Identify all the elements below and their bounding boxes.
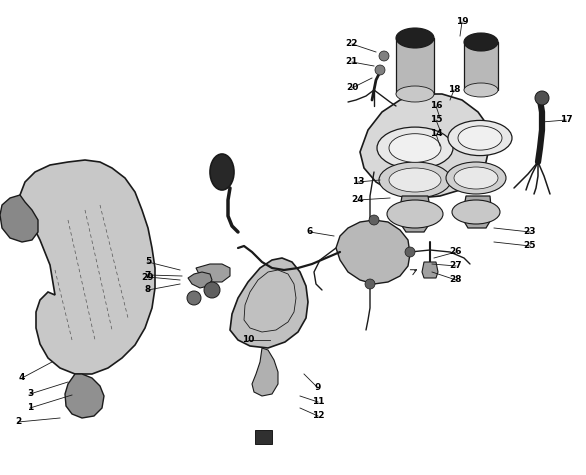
Text: 29: 29 (142, 273, 154, 282)
Polygon shape (196, 264, 230, 282)
Circle shape (369, 215, 379, 225)
Ellipse shape (387, 200, 443, 228)
Text: 12: 12 (312, 411, 324, 420)
Text: 21: 21 (346, 57, 358, 67)
Text: 9: 9 (315, 383, 321, 392)
Text: 23: 23 (524, 228, 536, 237)
Text: 27: 27 (449, 262, 462, 270)
Ellipse shape (396, 28, 434, 48)
Text: 4: 4 (19, 373, 25, 382)
Polygon shape (0, 195, 38, 242)
Text: 18: 18 (448, 86, 460, 95)
Ellipse shape (452, 200, 500, 224)
Polygon shape (255, 430, 272, 444)
Ellipse shape (446, 162, 506, 194)
Ellipse shape (396, 86, 434, 102)
Text: 7: 7 (145, 270, 151, 279)
Polygon shape (360, 94, 490, 198)
Text: 24: 24 (352, 196, 364, 205)
Circle shape (365, 279, 375, 289)
Text: 11: 11 (312, 398, 324, 407)
Text: 19: 19 (456, 18, 468, 27)
Text: 5: 5 (145, 257, 151, 266)
Text: 6: 6 (307, 228, 313, 237)
Ellipse shape (464, 83, 498, 97)
Polygon shape (20, 160, 155, 374)
Ellipse shape (458, 126, 502, 150)
Text: 20: 20 (346, 84, 358, 93)
Polygon shape (462, 196, 492, 228)
Text: 3: 3 (27, 390, 33, 399)
Polygon shape (188, 272, 212, 288)
Text: 14: 14 (430, 130, 442, 139)
Text: 26: 26 (449, 247, 462, 257)
Polygon shape (396, 38, 434, 94)
Polygon shape (398, 196, 432, 232)
Ellipse shape (448, 120, 512, 156)
Ellipse shape (210, 154, 234, 190)
Circle shape (187, 291, 201, 305)
Ellipse shape (379, 162, 451, 198)
Text: 8: 8 (145, 285, 151, 294)
Ellipse shape (454, 167, 498, 189)
Ellipse shape (389, 133, 441, 162)
Polygon shape (65, 374, 104, 418)
Circle shape (204, 282, 220, 298)
Circle shape (535, 91, 549, 105)
Text: 28: 28 (449, 276, 462, 285)
Polygon shape (230, 258, 308, 348)
Text: 25: 25 (524, 241, 536, 250)
Text: 15: 15 (430, 115, 442, 124)
Text: 17: 17 (560, 115, 573, 124)
Polygon shape (336, 220, 410, 284)
Text: 2: 2 (15, 418, 21, 427)
Text: 16: 16 (430, 102, 442, 111)
Ellipse shape (389, 168, 441, 192)
Ellipse shape (464, 33, 498, 51)
Circle shape (379, 51, 389, 61)
Text: 22: 22 (346, 39, 358, 48)
Polygon shape (422, 262, 438, 278)
Polygon shape (464, 42, 498, 90)
Text: 13: 13 (352, 178, 364, 187)
Polygon shape (252, 348, 278, 396)
Text: 10: 10 (242, 335, 254, 344)
Ellipse shape (377, 127, 453, 169)
Circle shape (405, 247, 415, 257)
Circle shape (375, 65, 385, 75)
Text: 1: 1 (27, 403, 33, 412)
